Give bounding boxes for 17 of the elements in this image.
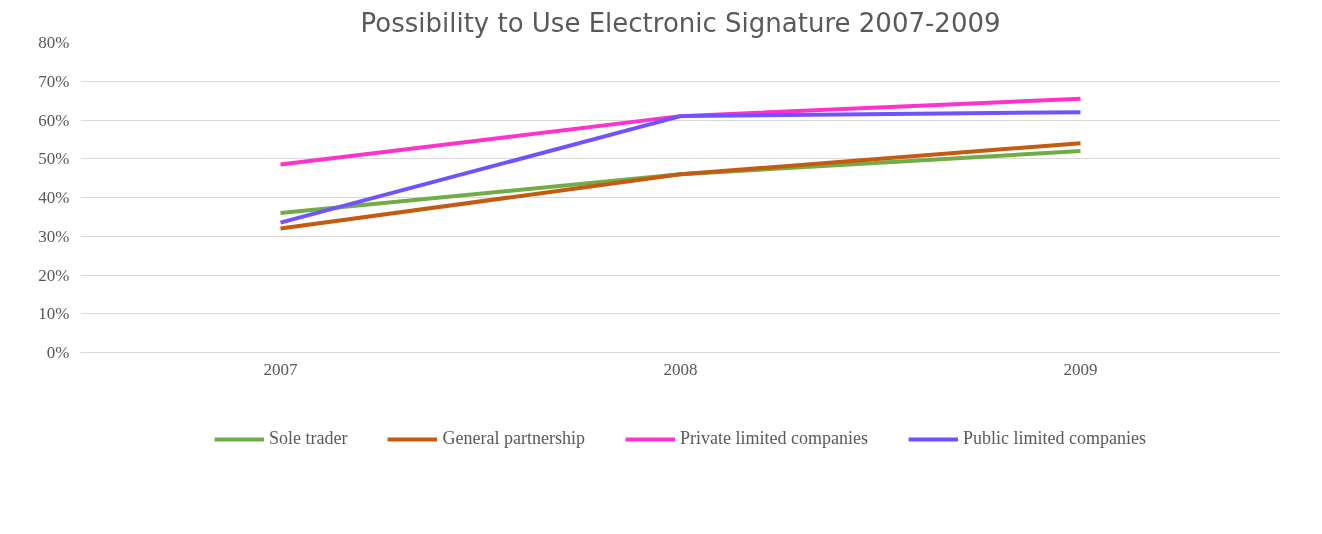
y-tick-label: 70%: [38, 71, 70, 91]
y-tick-label: 80%: [38, 33, 70, 52]
x-tick-label: 2009: [1063, 359, 1098, 379]
y-tick-label: 50%: [38, 149, 70, 169]
y-tick-label: 30%: [38, 226, 70, 246]
y-tick-label: 10%: [38, 304, 70, 324]
y-tick-label: 0%: [46, 343, 70, 362]
y-tick-label: 60%: [38, 110, 70, 130]
x-tick-label: 2008: [663, 359, 698, 379]
legend-label: Private limited companies: [679, 428, 868, 449]
y-tick-label: 40%: [38, 188, 70, 207]
chart-title: Possibility to Use Electronic Signature 2007-2009: [360, 7, 1001, 38]
legend-label: Sole trader: [269, 428, 348, 449]
legend-label: Public limited companies: [962, 428, 1146, 449]
y-tick-label: 20%: [38, 265, 70, 285]
legend-label: General partnership: [442, 428, 585, 449]
x-tick-label: 2007: [263, 359, 298, 379]
